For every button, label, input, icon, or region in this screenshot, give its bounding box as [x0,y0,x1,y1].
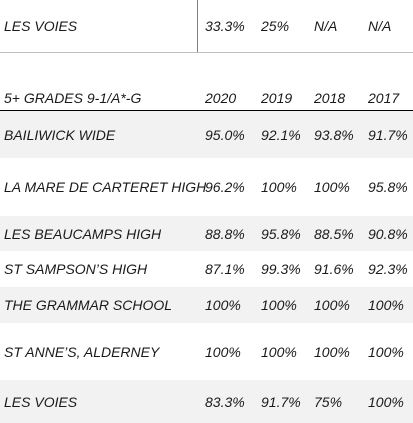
table-row-la-mare-de-carteret-high: LA MARE DE CARTERET HIGH 96.2% 100% 100%… [0,158,413,216]
school-name: LA MARE DE CARTERET HIGH [4,179,207,195]
value-2019: 25% [261,18,290,34]
table-row-st-annes-alderney: ST ANNE’S, ALDERNEY 100% 100% 100% 100% [0,323,413,380]
table-row-les-voies: LES VOIES 83.3% 91.7% 75% 100% [0,380,413,423]
school-name: LES VOIES [4,18,78,34]
value-2019: 95.8% [261,225,301,242]
school-name: THE GRAMMAR SCHOOL [4,297,173,313]
value-2020: 100% [205,297,241,313]
row-divider [0,52,413,53]
value-2018: 100% [314,343,350,360]
value-2017: 100% [368,297,404,313]
header-divider [0,110,413,111]
value-2019: 100% [261,343,297,360]
value-2019: 100% [261,297,297,313]
table-row-the-grammar-school: THE GRAMMAR SCHOOL 100% 100% 100% 100% [0,287,413,323]
value-2020: 96.2% [205,179,245,195]
value-2018: 100% [314,179,350,195]
value-2019: 100% [261,179,297,195]
school-name: LES VOIES [4,393,78,410]
header-year-2020: 2020 [205,90,237,106]
header-year-2018: 2018 [314,90,346,106]
value-2019: 99.3% [261,261,301,277]
value-2017: 91.7% [368,126,408,143]
value-2020: 83.3% [205,393,245,410]
table-row-bailiwick-wide: BAILIWICK WIDE 95.0% 92.1% 93.8% 91.7% [0,111,413,158]
header-year-2017: 2017 [368,90,400,106]
value-2018: N/A [314,18,338,34]
value-2020: 87.1% [205,261,245,277]
table-header-row: 5+ GRADES 9-1/A*-G 2020 2019 2018 2017 [0,86,413,110]
value-2020: 100% [205,343,241,360]
table-row-st-sampsons-high: ST SAMPSON’S HIGH 87.1% 99.3% 91.6% 92.3… [0,251,413,287]
value-2020: 88.8% [205,225,245,242]
value-2017: 92.3% [368,261,408,277]
value-2020: 33.3% [205,18,245,34]
value-2018: 93.8% [314,126,354,143]
value-2017: 95.8% [368,179,408,195]
column-divider [197,0,198,52]
table-row-les-beaucamps-high: LES BEAUCAMPS HIGH 88.8% 95.8% 88.5% 90.… [0,216,413,251]
school-name: ST ANNE’S, ALDERNEY [4,343,160,360]
value-2017: N/A [368,18,392,34]
value-2020: 95.0% [205,126,245,143]
value-2018: 88.5% [314,225,354,242]
school-name: ST SAMPSON’S HIGH [4,261,148,277]
value-2017: 90.8% [368,225,408,242]
value-2018: 100% [314,297,350,313]
value-2018: 75% [314,393,343,410]
value-2017: 100% [368,393,404,410]
school-name: LES BEAUCAMPS HIGH [4,225,162,242]
top-row-les-voies: LES VOIES 33.3% 25% N/A N/A [0,0,413,52]
value-2017: 100% [368,343,404,360]
value-2019: 91.7% [261,393,301,410]
table-header-label: 5+ GRADES 9-1/A*-G [4,90,142,106]
school-name: BAILIWICK WIDE [4,126,116,143]
value-2019: 92.1% [261,126,301,143]
value-2018: 91.6% [314,261,354,277]
header-year-2019: 2019 [261,90,293,106]
